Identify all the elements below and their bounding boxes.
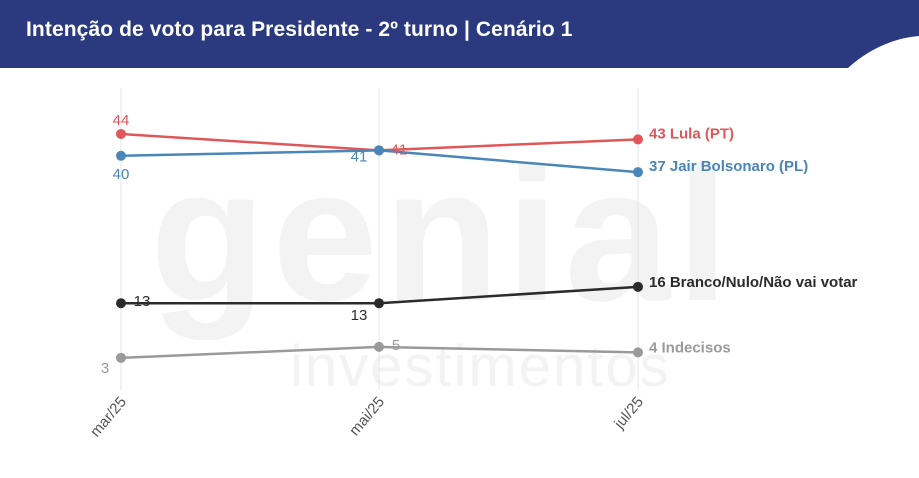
series-end-label-3: 4 Indecisos — [649, 339, 731, 356]
data-point-1-1 — [374, 145, 384, 156]
data-point-0-2 — [633, 134, 643, 145]
x-tick-label-2: jul/25 — [610, 394, 647, 433]
series-1 — [116, 145, 643, 178]
x-tick-label-1: mai/25 — [346, 394, 388, 439]
data-label-1-0: 40 — [113, 166, 130, 183]
data-point-2-1 — [374, 298, 384, 309]
page-title: Intenção de voto para Presidente - 2º tu… — [26, 18, 573, 41]
data-point-1-0 — [116, 150, 126, 161]
data-point-3-2 — [633, 347, 643, 358]
data-point-2-0 — [116, 298, 126, 309]
data-label-1-1: 41 — [351, 148, 368, 165]
data-label-0-0: 44 — [113, 112, 130, 129]
series-3 — [116, 341, 643, 363]
banner-shape — [0, 0, 919, 68]
x-tick-label-0: mar/25 — [87, 394, 130, 441]
data-point-0-0 — [116, 128, 126, 139]
label-layer: 44 41 43 Lula (PT) 40 41 37 Jair Bolsonaro (P… — [101, 112, 858, 377]
data-label-2-0: 13 — [134, 293, 151, 310]
line-chart: 44 41 43 Lula (PT) 40 41 37 Jair Bolsonaro (P… — [87, 88, 858, 441]
data-label-0-1: 41 — [391, 141, 408, 158]
data-point-3-0 — [116, 352, 126, 363]
data-point-2-2 — [633, 281, 643, 292]
data-label-3-1: 5 — [392, 337, 400, 354]
data-point-1-2 — [633, 167, 643, 178]
title-banner: Intenção de voto para Presidente - 2º tu… — [0, 0, 919, 68]
series-end-label-0: 43 Lula (PT) — [649, 125, 734, 142]
x-axis: mar/25 mai/25 jul/25 — [87, 394, 647, 441]
series-layer — [116, 128, 643, 363]
data-label-3-0: 3 — [101, 360, 109, 377]
data-label-2-1: 13 — [351, 307, 368, 324]
series-end-label-2: 16 Branco/Nulo/Não vai votar — [649, 274, 858, 291]
series-2 — [116, 281, 643, 309]
data-point-3-1 — [374, 341, 384, 352]
series-end-label-1: 37 Jair Bolsonaro (PL) — [649, 158, 808, 175]
